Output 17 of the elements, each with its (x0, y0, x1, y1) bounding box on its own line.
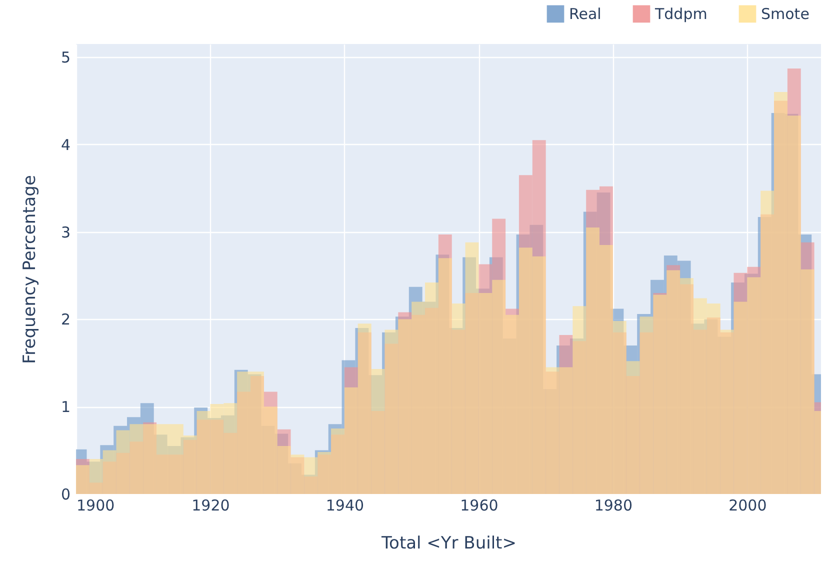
y-tick-label: 2 (60, 310, 70, 329)
y-tick-label: 0 (60, 486, 70, 504)
x-tick-label: 1940 (326, 496, 364, 514)
legend-label: Tddpm (654, 4, 708, 23)
legend-label: Smote (761, 4, 810, 23)
y-tick-label: 4 (60, 136, 70, 154)
x-tick-label: 1980 (594, 496, 633, 514)
y-tick-label: 5 (60, 48, 70, 67)
legend-label: Real (569, 4, 602, 23)
x-tick-label: 1920 (192, 496, 230, 514)
x-tick-label: 1960 (460, 496, 498, 514)
x-tick-label: 2000 (728, 496, 767, 514)
x-axis-title: Total <Yr Built> (380, 534, 516, 554)
x-tick-label: 1900 (76, 496, 115, 514)
y-axis-title: Frequency Percentage (20, 175, 40, 364)
y-tick-label: 3 (60, 223, 70, 242)
y-tick-label: 1 (60, 398, 70, 416)
